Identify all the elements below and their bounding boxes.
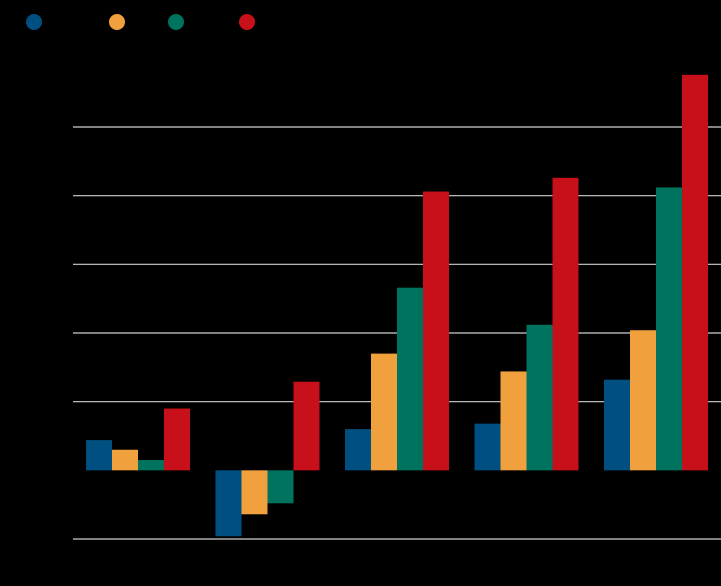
bar-series-2-category-1 xyxy=(112,449,138,471)
bar-series-4-category-3 xyxy=(423,191,449,471)
bar-series-4-category-5 xyxy=(682,74,708,471)
bar-series-1-category-5 xyxy=(604,379,630,471)
bar-series-3-category-5 xyxy=(656,187,682,471)
bar-series-1-category-2 xyxy=(215,470,242,537)
bar-series-4-category-2 xyxy=(293,381,320,471)
bar-series-3-category-1 xyxy=(138,460,164,471)
bar-series-4-category-4 xyxy=(552,177,579,471)
bar-series-2-category-2 xyxy=(241,470,268,515)
bar-series-3-category-3 xyxy=(397,287,423,471)
bar-series-2-category-3 xyxy=(371,353,397,471)
bars xyxy=(86,74,708,537)
legend-dot-series-1 xyxy=(26,14,42,30)
legend-dot-series-4 xyxy=(239,14,255,30)
bar-series-2-category-4 xyxy=(500,371,527,471)
legend-dot-series-3 xyxy=(168,14,184,30)
bar-series-2-category-5 xyxy=(630,330,656,471)
legend-dot-series-2 xyxy=(109,14,125,30)
bar-series-1-category-4 xyxy=(474,423,501,471)
bar-series-3-category-4 xyxy=(526,324,553,471)
bar-series-1-category-1 xyxy=(86,440,112,471)
bar-series-3-category-2 xyxy=(267,470,294,504)
bar-series-1-category-3 xyxy=(345,429,371,471)
bar-series-4-category-1 xyxy=(164,408,190,471)
legend xyxy=(0,0,721,46)
